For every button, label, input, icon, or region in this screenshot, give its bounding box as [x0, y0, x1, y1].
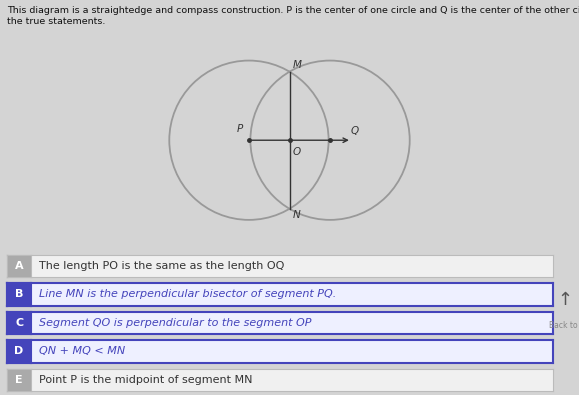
Text: P: P	[237, 124, 243, 134]
Text: B: B	[15, 290, 23, 299]
Text: O: O	[292, 147, 301, 158]
Text: Point P is the midpoint of segment MN: Point P is the midpoint of segment MN	[39, 375, 253, 385]
Text: Segment QO is perpendicular to the segment OP: Segment QO is perpendicular to the segme…	[39, 318, 312, 328]
Text: M: M	[292, 60, 302, 70]
Text: This diagram is a straightedge and compass construction. P is the center of one : This diagram is a straightedge and compa…	[7, 6, 579, 15]
Text: C: C	[15, 318, 23, 328]
Text: Q: Q	[350, 126, 358, 136]
Text: ↑: ↑	[557, 291, 572, 309]
Text: N: N	[292, 210, 300, 220]
Text: QN + MQ < MN: QN + MQ < MN	[39, 346, 126, 356]
Text: D: D	[14, 346, 24, 356]
Text: The length PO is the same as the length OQ: The length PO is the same as the length …	[39, 261, 285, 271]
Text: A: A	[15, 261, 23, 271]
Text: Line MN is the perpendicular bisector of segment PQ.: Line MN is the perpendicular bisector of…	[39, 290, 337, 299]
Text: the true statements.: the true statements.	[7, 17, 105, 26]
Text: Back to: Back to	[549, 322, 578, 330]
Text: E: E	[15, 375, 23, 385]
